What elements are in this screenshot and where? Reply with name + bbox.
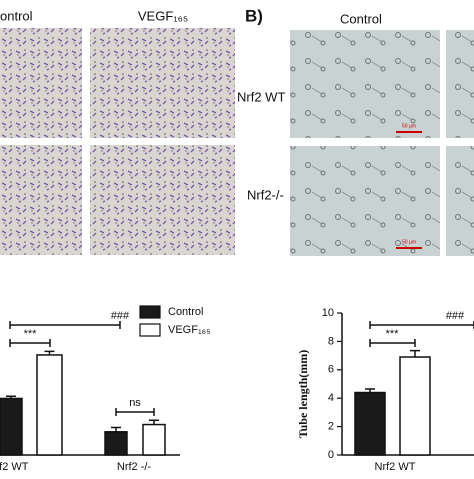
column-label: VEGF₁₆₅ (138, 8, 188, 23)
annotation: *** (386, 328, 400, 340)
y-tick-label: 6 (328, 364, 334, 376)
y-tick-label: 4 (328, 392, 334, 404)
y-axis-label: Tube length(mm) (296, 350, 310, 439)
column-label: ontrol (0, 8, 33, 23)
bar (0, 397, 23, 456)
bar (104, 431, 128, 456)
scale-label: 50 μm (402, 123, 416, 129)
micrograph (290, 146, 440, 256)
error-bar (410, 349, 420, 358)
y-tick-label: 0 (328, 449, 334, 461)
significance-bracket (369, 321, 474, 329)
micrograph (90, 145, 235, 255)
bar (399, 356, 431, 456)
error-bar (44, 350, 55, 355)
significance-bracket (369, 339, 416, 347)
x-tick-label: Nrf2 WT (0, 461, 29, 473)
error-bar (111, 426, 121, 432)
significance-bracket (115, 408, 155, 416)
annotation: ### (446, 310, 465, 322)
micrograph (446, 146, 474, 256)
y-tick-label: 2 (328, 421, 334, 433)
micrograph (90, 28, 235, 138)
legend-swatch (139, 323, 161, 337)
legend-swatch (139, 305, 161, 319)
micrograph (446, 30, 474, 138)
bar (354, 391, 386, 456)
micrograph (290, 30, 440, 138)
bar (142, 423, 166, 456)
y-tick-label: 10 (322, 307, 334, 319)
error-bar (149, 419, 159, 425)
error-bar (6, 395, 16, 399)
legend-label: Control (168, 306, 203, 318)
row-label: Nrf2-/- (247, 187, 284, 202)
panel-label: B) (245, 6, 263, 25)
legend-label: VEGF₁₆₅ (168, 324, 211, 336)
annotation: ns (129, 397, 141, 409)
error-bar (365, 388, 375, 393)
y-tick-label: 8 (328, 335, 334, 347)
row-label: Nrf2 WT (237, 89, 285, 104)
micrograph (0, 28, 82, 138)
significance-bracket (9, 321, 121, 329)
bar (36, 354, 63, 456)
x-tick-label: Nrf2 -/- (117, 461, 152, 473)
x-tick-label: Nrf2 WT (375, 461, 416, 473)
annotation: ### (111, 310, 130, 322)
significance-bracket (9, 339, 51, 347)
annotation: *** (24, 328, 38, 340)
micrograph (0, 145, 82, 255)
column-label: Control (340, 11, 382, 26)
scale-label: 50 μm (402, 239, 416, 245)
